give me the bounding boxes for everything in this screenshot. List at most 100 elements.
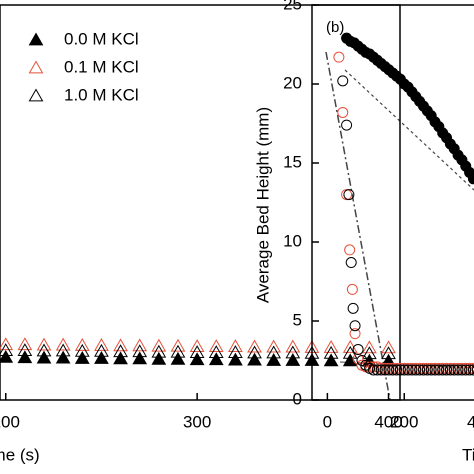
marker	[387, 364, 399, 376]
marker	[381, 346, 396, 360]
marker	[17, 337, 33, 351]
marker	[323, 353, 339, 367]
y-tick-label: 0	[293, 389, 302, 408]
marker	[341, 119, 353, 131]
marker	[228, 352, 243, 366]
marker	[189, 339, 205, 353]
fit-line	[344, 69, 474, 191]
marker	[151, 351, 167, 365]
marker	[448, 364, 460, 376]
marker	[346, 283, 358, 295]
marker	[343, 189, 355, 201]
legend-label: 1.0 M KCl	[64, 85, 139, 104]
marker	[228, 345, 243, 358]
marker	[349, 320, 361, 332]
marker	[17, 343, 33, 356]
x-tick-label: 0	[323, 412, 332, 431]
marker	[94, 337, 109, 351]
marker	[342, 353, 358, 367]
marker	[132, 351, 148, 365]
marker	[323, 339, 339, 353]
marker	[425, 364, 437, 376]
plot-frame	[311, 4, 474, 401]
marker	[266, 345, 282, 359]
marker	[344, 244, 356, 256]
marker	[113, 338, 128, 352]
marker	[74, 337, 90, 351]
marker	[362, 346, 377, 360]
marker	[433, 364, 445, 376]
marker	[132, 344, 148, 358]
marker	[247, 352, 262, 366]
marker	[323, 345, 339, 359]
marker	[406, 364, 418, 376]
marker	[94, 351, 109, 364]
x-tick-label: 200	[0, 412, 20, 431]
marker	[383, 364, 395, 376]
marker	[247, 339, 262, 353]
marker	[17, 350, 33, 364]
marker	[444, 364, 456, 376]
x-tick-label: 400	[374, 412, 402, 431]
marker	[36, 337, 52, 351]
marker	[467, 173, 474, 185]
y-tick-label: 5	[293, 310, 302, 329]
marker	[333, 51, 345, 63]
legend-marker	[28, 60, 44, 74]
legend-marker	[28, 88, 44, 102]
x-tick-label: 300	[183, 412, 211, 431]
marker	[0, 337, 14, 351]
marker	[0, 343, 14, 356]
marker	[36, 343, 52, 357]
marker	[266, 339, 282, 353]
marker	[341, 189, 353, 201]
marker	[375, 364, 387, 376]
marker	[471, 365, 474, 375]
x-axis-label: Time (s)	[0, 445, 40, 464]
marker	[208, 339, 224, 353]
marker	[349, 328, 361, 340]
marker	[55, 350, 71, 364]
marker	[441, 364, 453, 376]
marker	[379, 364, 391, 376]
marker	[0, 349, 14, 363]
plot-frame	[0, 4, 401, 401]
marker	[467, 364, 474, 376]
legend-marker	[28, 32, 44, 46]
marker	[429, 364, 441, 376]
marker	[113, 351, 128, 365]
marker	[456, 364, 468, 376]
marker	[347, 302, 359, 314]
marker	[285, 352, 301, 366]
marker	[208, 352, 224, 366]
marker	[362, 340, 377, 354]
x-tick-label: 400	[467, 412, 474, 431]
marker	[460, 364, 472, 376]
marker	[368, 364, 379, 376]
marker	[55, 337, 71, 351]
marker	[452, 364, 464, 376]
marker	[464, 364, 474, 376]
marker	[391, 364, 403, 376]
marker	[189, 345, 205, 358]
marker	[151, 338, 167, 352]
marker	[94, 343, 109, 357]
marker	[410, 364, 422, 376]
marker	[421, 364, 433, 376]
marker	[337, 75, 349, 87]
y-tick-label: 10	[283, 231, 302, 250]
marker	[266, 352, 282, 366]
marker	[170, 338, 186, 352]
marker	[55, 343, 71, 357]
marker	[381, 340, 396, 354]
marker	[74, 351, 90, 364]
marker	[371, 364, 383, 376]
marker	[352, 343, 364, 355]
legend-label: 0.0 M KCl	[64, 29, 139, 48]
marker	[437, 364, 449, 376]
x-tick-label: 200	[390, 412, 418, 431]
marker	[170, 351, 186, 365]
marker	[189, 352, 205, 366]
